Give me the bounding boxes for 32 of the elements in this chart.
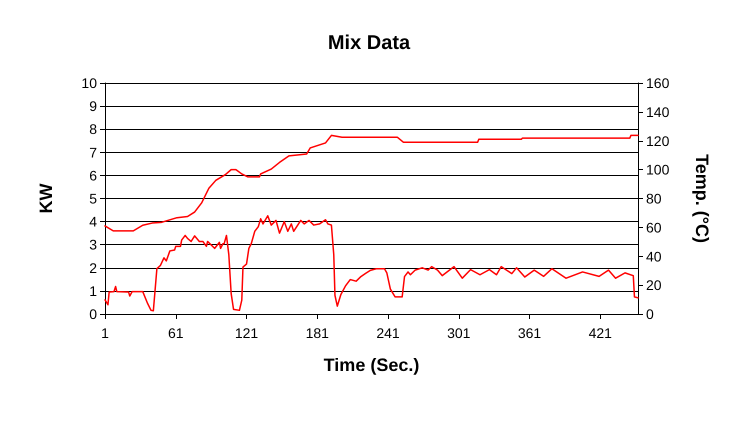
x-tick-label: 181 bbox=[306, 325, 330, 341]
y2-axis-title: Temp. (°C) bbox=[692, 154, 712, 243]
x-tick-label: 361 bbox=[518, 325, 542, 341]
y-tick-label: 1 bbox=[89, 282, 98, 299]
y-tick-label: 4 bbox=[89, 214, 98, 230]
y-tick-label: 0 bbox=[89, 306, 98, 322]
y2-tick-label: 20 bbox=[646, 277, 662, 294]
y-tick-label: 3 bbox=[89, 236, 98, 253]
y2-tick-label: 160 bbox=[646, 75, 670, 91]
y2-tick-label: 40 bbox=[646, 248, 662, 264]
y-tick-label: 5 bbox=[89, 190, 98, 206]
y2-tick-label: 80 bbox=[646, 190, 662, 206]
y2-tick-label: 100 bbox=[646, 162, 670, 178]
x-tick-label: 421 bbox=[588, 325, 612, 341]
x-axis-title: Time (Sec.) bbox=[324, 355, 420, 375]
chart-title: Mix Data bbox=[328, 32, 411, 54]
x-tick-label: 1 bbox=[101, 325, 110, 341]
x-tick-label: 241 bbox=[376, 325, 400, 341]
y-axis-title: KW bbox=[36, 184, 56, 214]
y2-tick-label: 0 bbox=[646, 306, 654, 322]
y-tick-label: 6 bbox=[89, 167, 98, 184]
x-tick-label: 61 bbox=[168, 325, 184, 341]
y2-tick-label: 140 bbox=[646, 104, 670, 120]
y-tick-label: 2 bbox=[89, 260, 98, 276]
y2-tick-label: 120 bbox=[646, 132, 670, 149]
y2-tick-label: 60 bbox=[646, 219, 662, 236]
y-tick-label: 7 bbox=[89, 144, 98, 160]
y-tick-label: 9 bbox=[89, 98, 98, 114]
y-tick-label: 10 bbox=[81, 75, 98, 91]
x-tick-label: 121 bbox=[234, 325, 258, 341]
y-tick-label: 8 bbox=[89, 121, 98, 138]
x-tick-label: 301 bbox=[447, 325, 471, 341]
